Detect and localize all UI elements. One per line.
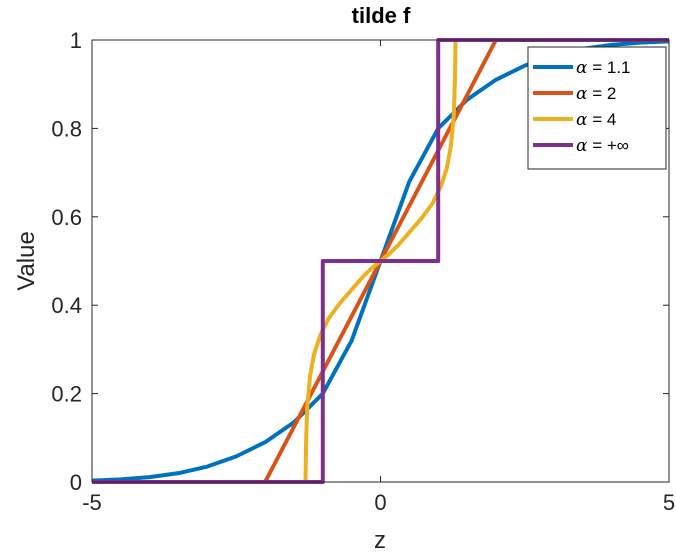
- ticks-layer: -5 0 500.20.40.60.81: [51, 28, 675, 515]
- legend-value: = 1.1: [587, 58, 630, 77]
- y-tick-label: 0: [70, 470, 82, 495]
- legend-value: = 4: [587, 110, 616, 129]
- x-tick-label: 5: [663, 490, 675, 515]
- legend-entry-label: α = 1.1: [576, 58, 631, 78]
- legend-alpha-symbol: α: [576, 58, 588, 78]
- legend-entry-label: α = 4: [576, 110, 616, 130]
- legend-entry-label: α = +∞: [576, 136, 629, 156]
- chart-title: tilde f: [352, 3, 411, 28]
- y-tick-label: 0.6: [51, 205, 82, 230]
- x-tick-label: 0: [374, 490, 386, 515]
- legend-entry-label: α = 2: [576, 84, 616, 104]
- y-tick-label: 1: [70, 28, 82, 53]
- y-tick-label: 0.4: [51, 293, 82, 318]
- legend-alpha-symbol: α: [576, 110, 588, 130]
- legend-value: = 2: [587, 84, 616, 103]
- legend-value: = +∞: [587, 136, 628, 155]
- y-tick-label: 0.2: [51, 382, 82, 407]
- legend-alpha-symbol: α: [576, 136, 588, 156]
- y-axis-label: Value: [13, 231, 40, 291]
- x-tick-label: -5: [82, 490, 102, 515]
- legend: α = 1.1α = 2α = 4α = +∞: [527, 46, 667, 170]
- y-tick-label: 0.8: [51, 116, 82, 141]
- x-axis-label: z: [374, 527, 386, 554]
- legend-alpha-symbol: α: [576, 84, 588, 104]
